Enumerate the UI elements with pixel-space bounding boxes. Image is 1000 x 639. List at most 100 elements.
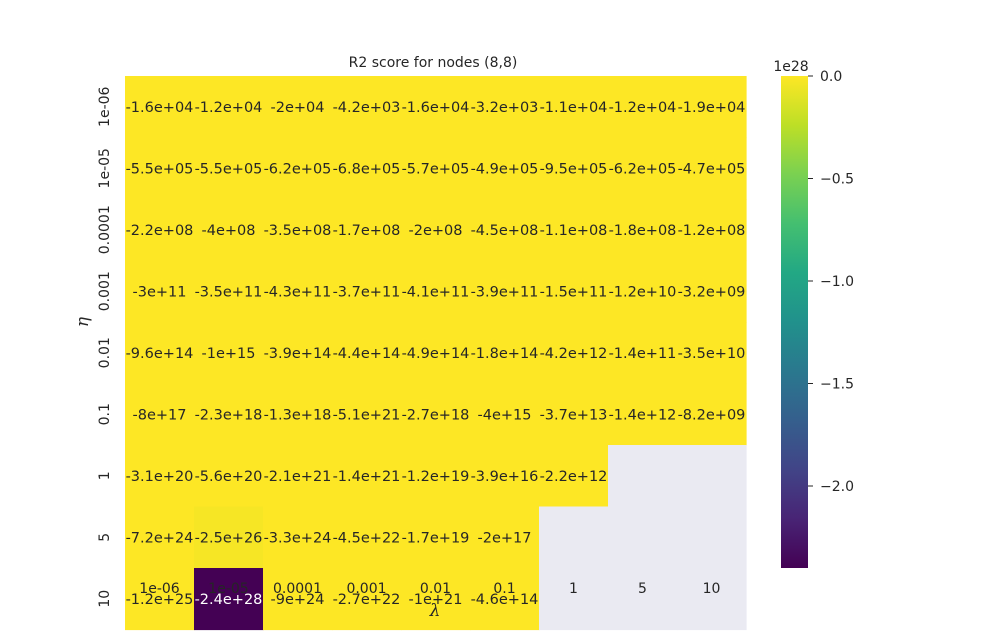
heatmap-cell — [263, 568, 333, 631]
cell-annotation: -4.7e+05 — [678, 161, 746, 177]
cell-annotation: -1.4e+12 — [609, 407, 677, 423]
y-tick-labels: 1e-06 1e-05 0.0001 0.001 0.01 0.1 1 5 10 — [97, 86, 113, 607]
heatmap-cell — [332, 76, 402, 139]
heatmap-cell — [332, 199, 402, 262]
cell-annotation: -5.6e+20 — [195, 469, 263, 485]
cell-annotation: -3.3e+24 — [264, 530, 332, 546]
cell-annotation: -2.5e+26 — [195, 530, 263, 546]
cell-annotation: -2.3e+18 — [195, 407, 263, 423]
chart-title: R2 score for nodes (8,8) — [349, 55, 518, 71]
heatmap-cell — [332, 322, 402, 385]
cell-annotation: -1.1e+04 — [540, 100, 608, 116]
cell-annotation: -1.3e+18 — [264, 407, 332, 423]
heatmap-cell — [263, 445, 333, 508]
heatmap-cell — [263, 506, 333, 569]
heatmap-cell — [677, 506, 747, 569]
heatmap-cell — [194, 383, 264, 446]
cell-annotation: -5.5e+05 — [126, 161, 194, 177]
heatmap-cell — [401, 445, 471, 508]
cell-annotation: -1.9e+04 — [678, 100, 746, 116]
cell-annotation: -1.1e+08 — [540, 223, 608, 239]
cell-annotation: -8.2e+09 — [678, 407, 746, 423]
colorbar-tick-label: −1.0 — [820, 274, 854, 290]
cell-annotation: -4.3e+11 — [264, 284, 332, 300]
cell-annotation: -1.5e+11 — [540, 284, 608, 300]
heatmap-cell — [677, 383, 747, 446]
heatmap-cell — [470, 322, 540, 385]
cell-annotation: -5.1e+21 — [333, 407, 401, 423]
cell-annotation: -4.2e+03 — [333, 100, 401, 116]
cell-annotation: -1e+21 — [409, 592, 463, 608]
cell-annotation: -1.2e+04 — [195, 100, 263, 116]
heatmap-cell — [677, 568, 747, 631]
heatmap-cell — [608, 199, 678, 262]
cell-annotation: -1.8e+08 — [609, 223, 677, 239]
cell-annotation: -2e+17 — [478, 530, 532, 546]
colorbar — [781, 76, 808, 568]
y-tick-label: 1e-06 — [97, 86, 113, 126]
x-tick-label: 1e-06 — [139, 581, 179, 597]
heatmap-cell — [332, 383, 402, 446]
heatmap-cell — [263, 383, 333, 446]
cell-annotation: -4e+08 — [202, 223, 256, 239]
colorbar-tick-label: −1.5 — [820, 377, 854, 393]
heatmap-cell — [125, 322, 195, 385]
heatmap-cell — [194, 445, 264, 508]
colorbar-ticks: 0.0 −0.5 −1.0 −1.5 −2.0 — [808, 69, 854, 495]
heatmap-cell — [125, 506, 195, 569]
cell-annotation: -2.2e+08 — [126, 223, 194, 239]
cell-annotation: -5.5e+05 — [195, 161, 263, 177]
cell-annotation: -3.9e+11 — [471, 284, 539, 300]
x-tick-label: 0.0001 — [273, 581, 322, 597]
heatmap-cell — [470, 445, 540, 508]
heatmap-cell — [677, 260, 747, 323]
heatmap-cell — [677, 76, 747, 139]
cell-annotation: -1.6e+04 — [402, 100, 470, 116]
heatmap-cell — [125, 76, 195, 139]
cell-annotation: -1.7e+19 — [402, 530, 470, 546]
cell-annotation: -1.2e+08 — [678, 223, 746, 239]
cell-annotation: -3.2e+03 — [471, 100, 539, 116]
heatmap-cell — [194, 568, 264, 631]
heatmap-cell — [677, 137, 747, 200]
heatmap-cell — [401, 383, 471, 446]
cell-annotation: -2.4e+28 — [195, 592, 263, 608]
cell-annotation: -3.7e+13 — [540, 407, 608, 423]
heatmap-cell — [125, 260, 195, 323]
x-tick-label: 0.1 — [493, 581, 515, 597]
heatmap-cell — [608, 445, 678, 508]
heatmap-cell — [539, 260, 609, 323]
cell-annotation: -3.5e+11 — [195, 284, 263, 300]
heatmap-cells — [125, 76, 747, 631]
cell-annotation: -4.5e+22 — [333, 530, 401, 546]
cell-annotation: -4.9e+05 — [471, 161, 539, 177]
heatmap-cell — [263, 199, 333, 262]
cell-annotation: -3.7e+11 — [333, 284, 401, 300]
cell-annotation: -3.5e+08 — [264, 223, 332, 239]
cell-annotation: -2.2e+12 — [540, 469, 608, 485]
y-tick-label: 0.0001 — [97, 205, 113, 254]
y-tick-label: 1 — [97, 471, 113, 480]
x-tick-labels: 1e-06 1e-05 0.0001 0.001 0.01 0.1 1 5 10 — [139, 581, 720, 597]
cell-annotation: -9.6e+14 — [126, 346, 194, 362]
heatmap-cell — [401, 568, 471, 631]
heatmap-cell — [263, 76, 333, 139]
cell-annotation: -2e+08 — [409, 223, 463, 239]
heatmap-cell — [194, 260, 264, 323]
heatmap-cell — [608, 322, 678, 385]
colorbar-tick-label: −2.0 — [820, 479, 854, 495]
cell-annotation: -5.7e+05 — [402, 161, 470, 177]
cell-annotation: -9e+24 — [271, 592, 325, 608]
cell-annotation: -1.2e+10 — [609, 284, 677, 300]
cell-annotation: -4.6e+14 — [471, 592, 539, 608]
heatmap-cell — [401, 260, 471, 323]
heatmap-cell — [470, 383, 540, 446]
heatmap-cell — [608, 383, 678, 446]
x-tick-label: 0.01 — [420, 581, 451, 597]
x-tick-label: 0.001 — [346, 581, 386, 597]
heatmap-cell — [125, 445, 195, 508]
cell-annotation: -1.4e+11 — [609, 346, 677, 362]
heatmap-cell-labels: -1.6e+04 -1.2e+04 -2e+04 -4.2e+03 -1.6e+04 -3… — [126, 100, 746, 608]
y-tick-label: 10 — [97, 590, 113, 608]
